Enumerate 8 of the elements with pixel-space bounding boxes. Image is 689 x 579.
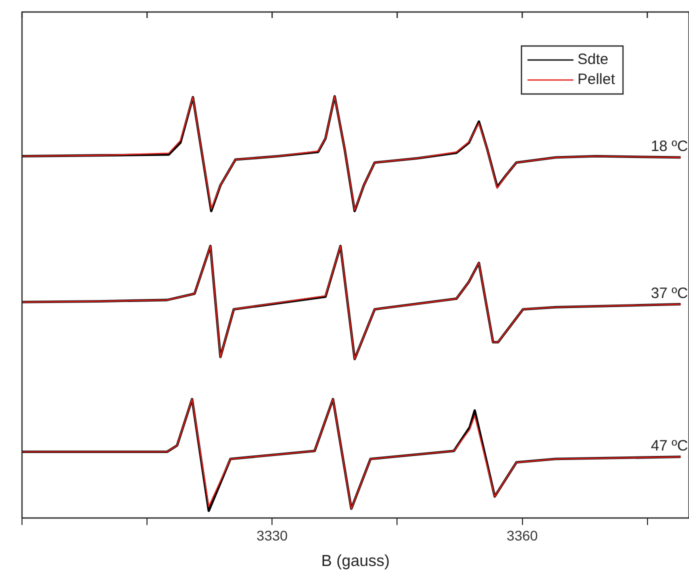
x-tick-label: 3360 bbox=[506, 527, 538, 544]
annotation: 37 ºC bbox=[650, 284, 688, 302]
annotation: 47 ºC bbox=[650, 438, 688, 454]
x-tick-label: 3330 bbox=[256, 527, 288, 544]
legend-label: Sdte bbox=[577, 51, 608, 68]
annotation: 18 ºC bbox=[650, 138, 688, 156]
x-axis-title: B (gauss) bbox=[321, 552, 390, 570]
legend-label: Pellet bbox=[577, 71, 616, 88]
